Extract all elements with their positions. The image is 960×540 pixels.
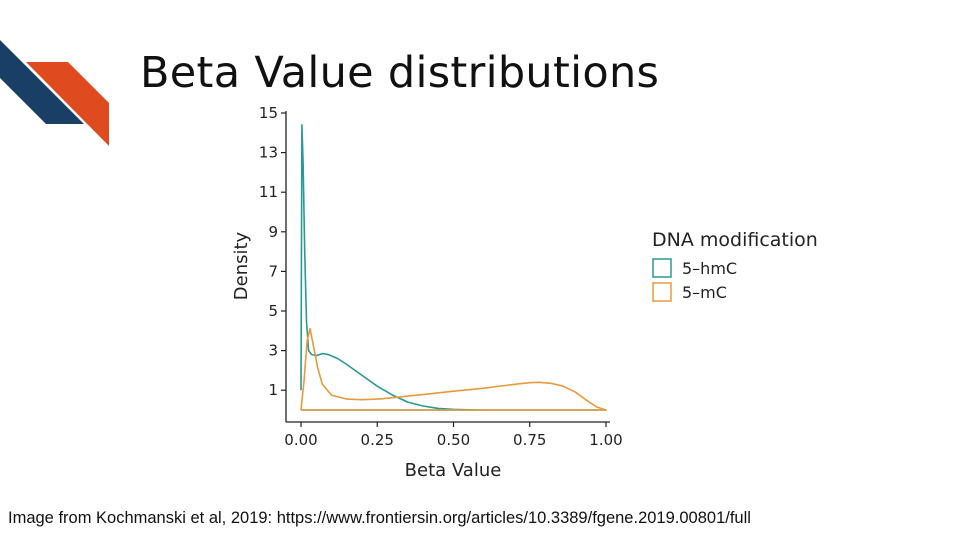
y-tick-label: 1 [268,381,278,399]
y-tick-label: 11 [259,183,278,201]
y-tick-label: 5 [268,302,278,320]
slide-title: Beta Value distributions [140,48,660,98]
x-tick-label: 1.00 [589,431,622,449]
x-tick-label: 0.75 [513,431,546,449]
legend-label-mc: 5–mC [682,283,727,302]
y-axis-label: Density [231,231,252,300]
legend-title: DNA modification [652,229,818,251]
y-tick-label: 3 [268,342,278,360]
x-tick-label: 0.25 [361,431,394,449]
x-tick-label: 0.00 [284,431,317,449]
y-tick-label: 15 [259,104,278,122]
image-source-caption: Image from Kochmanski et al, 2019: https… [8,509,751,527]
y-tick-label: 9 [268,223,278,241]
slide-logo-shape [0,40,109,146]
series-line-hmc [300,124,607,411]
chart-legend: DNA modification 5–hmC 5–mC [652,229,818,302]
y-tick-label: 13 [259,144,278,162]
x-tick-label: 0.50 [437,431,470,449]
legend-swatch-hmc [652,258,672,278]
legend-label-hmc: 5–hmC [682,259,737,278]
logo-navy-stripe [0,40,84,124]
chart-lines [300,124,607,411]
x-axis-label: Beta Value [405,460,502,481]
series-line-mc [300,328,607,411]
legend-swatch-mc [652,282,672,302]
legend-items: 5–hmC 5–mC [652,258,737,302]
x-axis-ticks: 0.00 0.25 0.50 0.75 1.00 [284,422,623,449]
logo-orange-stripe [26,62,109,146]
y-tick-label: 7 [268,262,278,280]
